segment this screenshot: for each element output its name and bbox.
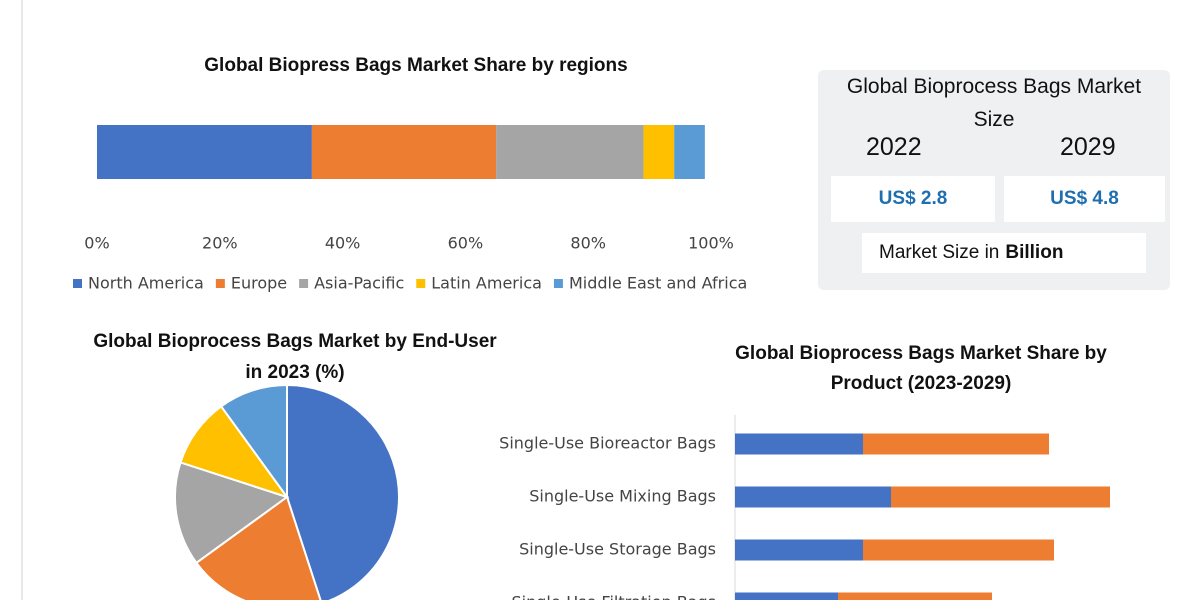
bar-segment [735,592,838,600]
legend-swatch [299,279,309,288]
bar-segment [496,125,644,179]
y-tick-label: Single-Use Storage Bags [519,540,716,559]
note-unit: Billion [1005,242,1064,263]
legend-swatch [553,279,563,288]
note-box: Market Size in Billion [862,233,1146,273]
bar-segment [674,125,705,179]
x-tick-label: 60% [448,234,484,253]
bar-segment [735,433,863,455]
pie-slice [194,495,322,600]
value-box: US$ 2.8 [831,176,995,222]
x-tick-label: 100% [688,234,734,253]
legend-swatch [73,279,82,288]
bar-segment [735,539,863,561]
year: 2029 [1060,133,1116,161]
legend-label: Asia-Pacific [314,274,404,293]
market-size-card: Global Bioprocess Bags Market Size 2022 … [818,70,1170,290]
legend-label: Europe [231,274,287,293]
legend-label: Latin America [431,274,542,293]
note: Market Size in [879,242,1000,263]
bar-segment [735,486,891,508]
value-box: US$ 4.8 [1004,176,1165,222]
x-tick-label: 0% [84,234,109,253]
year: 2022 [866,133,922,161]
pie-slice [174,461,290,565]
chart-title: Global Bioprocess Bags Market by End-Use… [93,331,497,383]
bar-segment [97,125,312,179]
bar-segment [891,486,1110,508]
bar-segment [643,125,675,179]
y-tick-label: Single-Use Bioreactor Bags [499,434,716,453]
y-tick-label: Single-Use Filtration Bags [511,593,716,600]
x-tick-label: 40% [325,234,361,253]
chart-title: Global Bioprocess Bags Market Share by P… [735,343,1107,394]
legend-swatch [416,279,426,288]
bar-segment [838,592,992,600]
bar-segment [311,125,497,179]
bar-segment [863,539,1054,561]
chart-title: Global Biopress Bags Market Share by reg… [204,55,628,76]
card-title: Global Bioprocess Bags Market Size [846,75,1142,131]
pie-slice [219,383,288,501]
x-tick-label: 20% [202,234,238,253]
bar-segment [863,433,1049,455]
pie-slice [286,383,400,600]
legend-swatch [215,279,225,288]
x-tick-label: 80% [570,234,606,253]
y-tick-label: Single-Use Mixing Bags [529,487,716,506]
legend-label: Middle East and Africa [569,274,747,293]
legend-label: North America [88,274,204,293]
